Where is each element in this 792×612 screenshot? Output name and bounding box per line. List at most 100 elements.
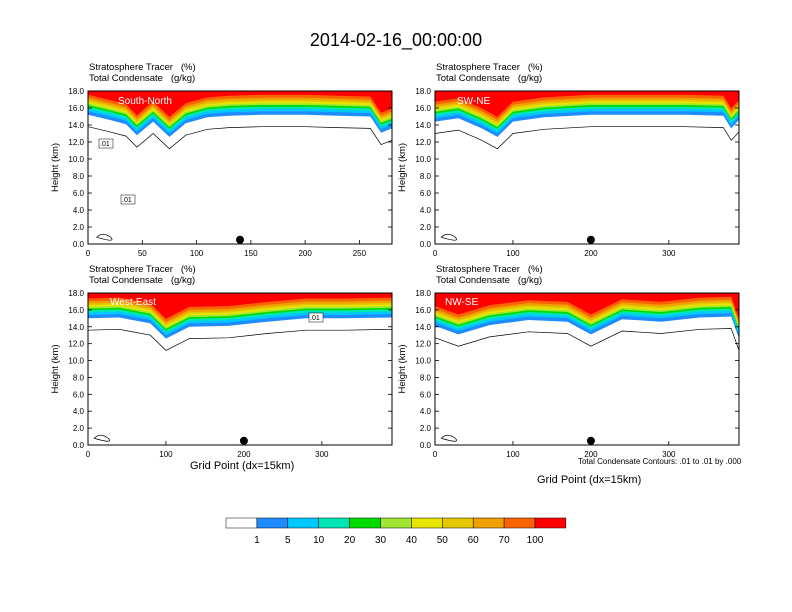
panel-1-ytick-label: 14.0	[68, 121, 84, 130]
panel-1-condensate-contour-low	[96, 233, 113, 241]
panel-2-ytick-label: 16.0	[415, 104, 431, 113]
panel-2-ytick-label: 12.0	[415, 138, 431, 147]
panel-3-ytick-label: 16.0	[68, 306, 84, 315]
panel-2-header-line1: Stratosphere Tracer (%)	[436, 62, 543, 73]
panel-3-ytick-label: 18.0	[68, 289, 84, 298]
panel-1-xtick-label: 50	[138, 249, 147, 258]
colorbar-swatch	[225, 517, 258, 529]
panel-1-tracer-band-10	[88, 91, 392, 117]
panel-1-xtick-label: 150	[244, 249, 258, 258]
panel-2-ytick-label: 10.0	[415, 155, 431, 164]
panel-1-ytick-label: 2.0	[73, 223, 85, 232]
colorbar-label: 50	[437, 535, 449, 546]
panel-4-ytick-label: 4.0	[420, 407, 432, 416]
panel-4-xtick-label: 0	[433, 450, 438, 459]
panel-4-plot-area	[435, 293, 739, 445]
panel-4: 0.0 2.0 4.0 6.0 8.0 10.0 12.0 14.0 16.0 18.0 0 100 2…	[397, 289, 740, 459]
panel-1-contour-label: .01	[100, 141, 110, 148]
panel-4-xtick-label: 100	[506, 450, 520, 459]
panel-4-ylabel: Height (km)	[397, 344, 408, 393]
panel-2-ytick-label: 8.0	[420, 172, 432, 181]
panel-3-xtick-label: 0	[86, 450, 91, 459]
panel-1-plot-area	[88, 91, 392, 244]
panel-1-xtick-label: 250	[353, 249, 367, 258]
panel-3-ytick-label: 0.0	[73, 441, 85, 450]
panel-3: 0.0 2.0 4.0 6.0 8.0 10.0 12.0 14.0 16.0 18.0 0 100 2…	[50, 289, 393, 459]
colorbar-swatch	[318, 517, 350, 529]
panel-1-ytick-label: 8.0	[73, 172, 85, 181]
panel-1-ylabel: Height (km)	[50, 143, 61, 192]
panel-1-header-line2: Total Condensate (g/kg)	[89, 73, 196, 84]
panel-3-xtick-label: 200	[237, 450, 251, 459]
panel-4-ytick-label: 12.0	[415, 340, 431, 349]
panel-4-label: NW-SE	[445, 297, 478, 308]
colorbar-swatch	[380, 517, 412, 529]
panel-2-ytick-label: 6.0	[420, 189, 432, 198]
panel-3-label: West-East	[110, 297, 156, 308]
panel-3-location-marker	[239, 436, 248, 445]
panel-4-xlabel: Grid Point (dx=15km)	[537, 474, 642, 486]
colorbar-label: 60	[468, 535, 480, 546]
panel-4-condensate-contour	[435, 328, 739, 351]
colorbar-swatch	[472, 517, 505, 529]
colorbar-swatch	[411, 517, 443, 529]
panel-1-ytick-label: 16.0	[68, 104, 84, 113]
panel-3-tracer-band-10	[88, 293, 392, 319]
panel-4-ytick-label: 6.0	[420, 390, 432, 399]
panel-4-ytick-label: 0.0	[420, 441, 432, 450]
panel-4-location-marker	[586, 436, 595, 445]
panel-2-label: SW-NE	[457, 96, 490, 107]
panel-4-xtick-label: 200	[584, 450, 598, 459]
panel-1-frame	[87, 90, 393, 245]
panel-3-header: Stratosphere Tracer (%) Total Condensate …	[89, 264, 196, 286]
panel-2-xtick-label: 300	[662, 249, 676, 258]
panel-3-contour-label: .01	[310, 315, 320, 322]
panel-3-xtick-label: 300	[315, 450, 329, 459]
colorbar-swatch	[442, 517, 474, 529]
panel-2-ytick-label: 4.0	[420, 206, 432, 215]
panel-2-header: Stratosphere Tracer (%) Total Condensate …	[436, 62, 543, 84]
panel-1-header: Stratosphere Tracer (%) Total Condensate …	[89, 62, 196, 84]
colorbar-label: 5	[285, 535, 291, 546]
panel-1-ytick-label: 4.0	[73, 206, 85, 215]
panel-3-xtick-label: 100	[159, 450, 173, 459]
colorbar-label: 70	[499, 535, 511, 546]
panel-1-condensate-contour	[88, 126, 392, 150]
colorbar-label: 30	[375, 535, 387, 546]
panel-4-header-line2: Total Condensate (g/kg)	[436, 275, 543, 286]
panel-2-condensate-contour	[435, 126, 739, 150]
panel-1-xtick-label: 0	[86, 249, 91, 258]
panel-4-frame	[434, 292, 740, 446]
panel-3-condensate-contour	[88, 328, 392, 351]
panel-1-ytick-label: 12.0	[68, 138, 84, 147]
panel-2-frame	[434, 90, 740, 245]
colorbar: 1 5 10 20 30 40 50 60 70 100	[225, 517, 567, 546]
panel-1-contour-label-box	[98, 138, 114, 149]
panel-4-ytick-label: 8.0	[420, 373, 432, 382]
panel-3-header-line1: Stratosphere Tracer (%)	[89, 264, 196, 275]
colorbar-swatch	[349, 517, 381, 529]
panel-1-ytick-label: 0.0	[73, 240, 85, 249]
panel-1-contour-label-box	[120, 194, 136, 205]
panel-3-ytick-label: 4.0	[73, 407, 85, 416]
colorbar-swatch	[503, 517, 536, 529]
colorbar-label: 40	[406, 535, 418, 546]
panel-2-location-marker	[586, 235, 595, 244]
colorbar-swatch	[256, 517, 289, 529]
panel-1-ytick-label: 10.0	[68, 155, 84, 164]
panel-4-condensate-contour-low	[440, 434, 457, 442]
panel-2-ytick-label: 0.0	[420, 240, 432, 249]
panel-2-ytick-label: 2.0	[420, 223, 432, 232]
panel-3-ytick-label: 6.0	[73, 390, 85, 399]
panel-2-plot-area	[435, 91, 739, 244]
panel-3-ytick-label: 8.0	[73, 373, 85, 382]
panel-1-contour-label: .01	[122, 197, 132, 204]
panel-2-condensate-contour-low	[440, 233, 457, 241]
panel-4-ytick-label: 10.0	[415, 357, 431, 366]
panel-2-tracer-band-10	[435, 91, 739, 117]
panel-4-xtick-label: 300	[662, 450, 676, 459]
panel-1-ytick-label: 18.0	[68, 87, 84, 96]
panel-3-ytick-label: 12.0	[68, 340, 84, 349]
colorbar-label: 1	[254, 535, 260, 546]
